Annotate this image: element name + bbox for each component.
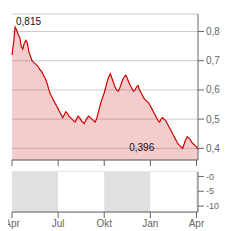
svg-text:0,8: 0,8: [206, 26, 220, 37]
svg-text:Okt: Okt: [96, 218, 112, 229]
html-text:0,815: 0,815: [16, 16, 41, 27]
svg-text:-0: -0: [206, 172, 214, 182]
svg-text:-5: -5: [206, 186, 214, 196]
svg-text:0,6: 0,6: [206, 84, 220, 95]
svg-text:-10: -10: [206, 201, 219, 211]
svg-text:0,5: 0,5: [206, 114, 220, 125]
svg-text:Apr: Apr: [8, 218, 20, 229]
html-text:0,396: 0,396: [129, 142, 155, 153]
svg-text:0,4: 0,4: [206, 143, 220, 154]
svg-text:Jul: Jul: [52, 218, 65, 229]
svg-text:0,7: 0,7: [206, 55, 220, 66]
svg-text:Apr: Apr: [189, 218, 205, 229]
svg-text:Jan: Jan: [142, 218, 158, 229]
